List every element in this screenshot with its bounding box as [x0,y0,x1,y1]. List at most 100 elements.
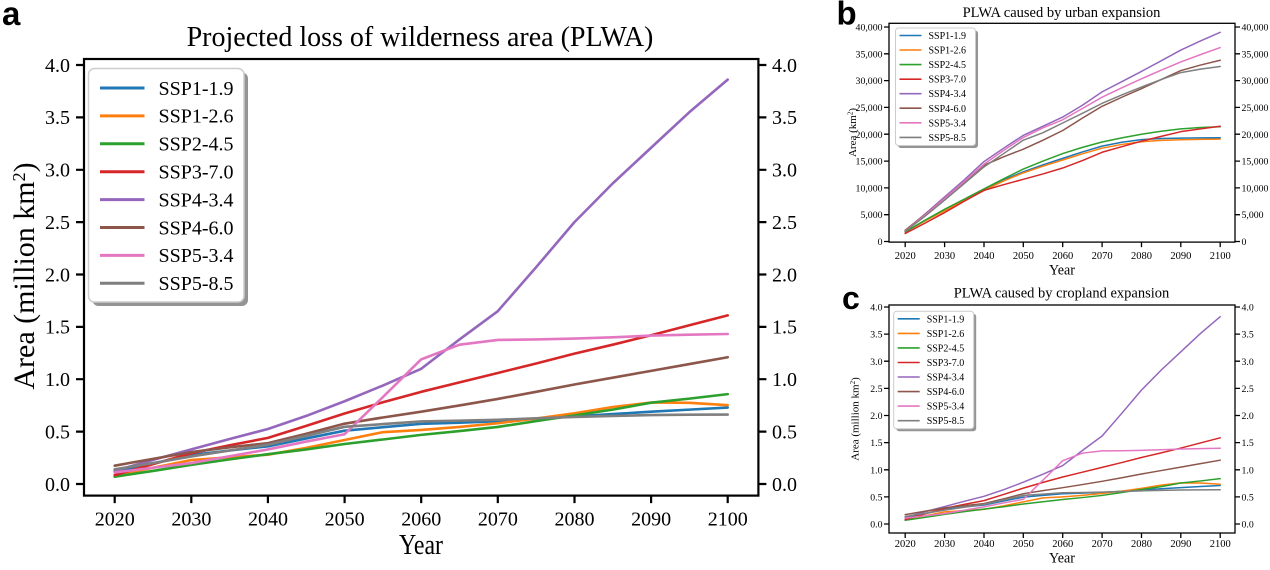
svg-text:15,000: 15,000 [1242,157,1269,168]
svg-text:2080: 2080 [1131,251,1152,262]
svg-text:Year: Year [1049,551,1075,566]
svg-text:Year: Year [1049,263,1075,279]
svg-text:0.5: 0.5 [1242,492,1254,503]
svg-text:PLWA caused by urban expansion: PLWA caused by urban expansion [963,5,1162,21]
svg-text:2100: 2100 [1210,251,1231,262]
svg-text:SSP4-3.4: SSP4-3.4 [159,189,234,211]
svg-text:2090: 2090 [1170,251,1191,262]
svg-text:2.0: 2.0 [870,411,882,422]
svg-text:2100: 2100 [1210,539,1231,550]
svg-text:2090: 2090 [631,509,671,531]
svg-text:2080: 2080 [1131,539,1152,550]
svg-text:SSP5-8.5: SSP5-8.5 [927,416,965,427]
svg-text:4.0: 4.0 [772,55,797,77]
svg-text:0.0: 0.0 [45,474,70,496]
svg-text:SSP4-3.4: SSP4-3.4 [927,373,965,384]
svg-text:c: c [842,280,860,316]
svg-text:2.0: 2.0 [1242,411,1254,422]
svg-text:SSP3-7.0: SSP3-7.0 [927,358,965,369]
svg-text:3.0: 3.0 [1242,357,1254,368]
svg-text:1.5: 1.5 [870,438,882,449]
svg-text:2040: 2040 [248,509,288,531]
svg-text:2.5: 2.5 [870,384,882,395]
svg-text:0.5: 0.5 [45,421,70,443]
svg-text:25,000: 25,000 [856,103,883,114]
svg-text:SSP3-7.0: SSP3-7.0 [159,162,234,184]
svg-text:2060: 2060 [1052,539,1073,550]
svg-text:25,000: 25,000 [1242,103,1269,114]
svg-text:1.5: 1.5 [1242,438,1254,449]
svg-text:Area (million km2): Area (million km2) [8,162,41,389]
svg-text:10,000: 10,000 [856,183,883,194]
svg-text:SSP1-1.9: SSP1-1.9 [927,314,965,325]
svg-text:2.5: 2.5 [772,212,797,234]
svg-text:4.0: 4.0 [1242,303,1254,314]
svg-text:2070: 2070 [1092,251,1113,262]
svg-text:2040: 2040 [973,251,994,262]
svg-text:0: 0 [1242,237,1247,248]
svg-text:2030: 2030 [934,539,955,550]
svg-text:SSP4-6.0: SSP4-6.0 [159,217,234,239]
svg-text:2050: 2050 [1013,539,1034,550]
svg-text:a: a [2,0,21,32]
svg-text:0.0: 0.0 [1242,520,1254,531]
svg-text:SSP4-3.4: SSP4-3.4 [929,89,967,100]
svg-text:SSP1-2.6: SSP1-2.6 [159,106,234,128]
svg-text:PLWA caused by cropland expans: PLWA caused by cropland expansion [954,286,1170,302]
svg-text:SSP5-3.4: SSP5-3.4 [927,402,965,413]
svg-text:Area (million km2): Area (million km2) [849,377,862,461]
svg-text:SSP1-2.6: SSP1-2.6 [927,329,965,340]
svg-text:15,000: 15,000 [856,157,883,168]
svg-text:2080: 2080 [554,509,594,531]
svg-text:30,000: 30,000 [856,76,883,87]
svg-text:0.0: 0.0 [870,520,882,531]
svg-text:2020: 2020 [895,539,916,550]
svg-text:3.0: 3.0 [45,160,70,182]
svg-text:2030: 2030 [934,251,955,262]
svg-text:3.0: 3.0 [870,357,882,368]
svg-text:2030: 2030 [171,509,211,531]
svg-text:Year: Year [399,530,444,561]
svg-text:2060: 2060 [1052,251,1073,262]
svg-text:0.5: 0.5 [870,492,882,503]
svg-text:2100: 2100 [708,509,748,531]
svg-text:SSP5-8.5: SSP5-8.5 [159,273,234,295]
svg-text:2060: 2060 [401,509,441,531]
svg-text:3.5: 3.5 [870,330,882,341]
svg-text:3.5: 3.5 [45,107,70,129]
svg-text:SSP4-6.0: SSP4-6.0 [929,104,967,115]
svg-text:0.0: 0.0 [772,474,797,496]
svg-text:2020: 2020 [95,509,135,531]
svg-text:Area (km2): Area (km2) [847,108,860,157]
svg-text:35,000: 35,000 [856,49,883,60]
svg-text:2090: 2090 [1170,539,1191,550]
svg-text:SSP5-3.4: SSP5-3.4 [929,118,967,129]
svg-text:SSP1-2.6: SSP1-2.6 [929,46,967,57]
svg-text:1.0: 1.0 [1242,465,1254,476]
svg-text:2070: 2070 [1092,539,1113,550]
svg-text:30,000: 30,000 [1242,76,1269,87]
svg-text:b: b [837,0,857,31]
svg-text:2070: 2070 [478,509,518,531]
svg-text:10,000: 10,000 [1242,183,1269,194]
svg-text:SSP2-4.5: SSP2-4.5 [929,60,967,71]
svg-text:2.0: 2.0 [45,264,70,286]
svg-text:Projected loss of wilderness a: Projected loss of wilderness area (PLWA) [187,22,654,53]
svg-text:1.0: 1.0 [772,369,797,391]
svg-text:0.5: 0.5 [772,421,797,443]
svg-text:35,000: 35,000 [1242,49,1269,60]
svg-text:5,000: 5,000 [860,210,882,221]
svg-text:40,000: 40,000 [1242,23,1269,34]
svg-text:20,000: 20,000 [1242,130,1269,141]
svg-text:2.0: 2.0 [772,264,797,286]
svg-text:SSP2-4.5: SSP2-4.5 [927,343,965,354]
svg-text:SSP1-1.9: SSP1-1.9 [159,78,234,100]
svg-text:3.0: 3.0 [772,160,797,182]
svg-text:2020: 2020 [895,251,916,262]
svg-text:SSP1-1.9: SSP1-1.9 [929,31,967,42]
svg-text:1.5: 1.5 [45,317,70,339]
svg-text:SSP3-7.0: SSP3-7.0 [929,75,967,86]
svg-text:20,000: 20,000 [856,130,883,141]
svg-text:4.0: 4.0 [870,303,882,314]
svg-text:2050: 2050 [325,509,365,531]
